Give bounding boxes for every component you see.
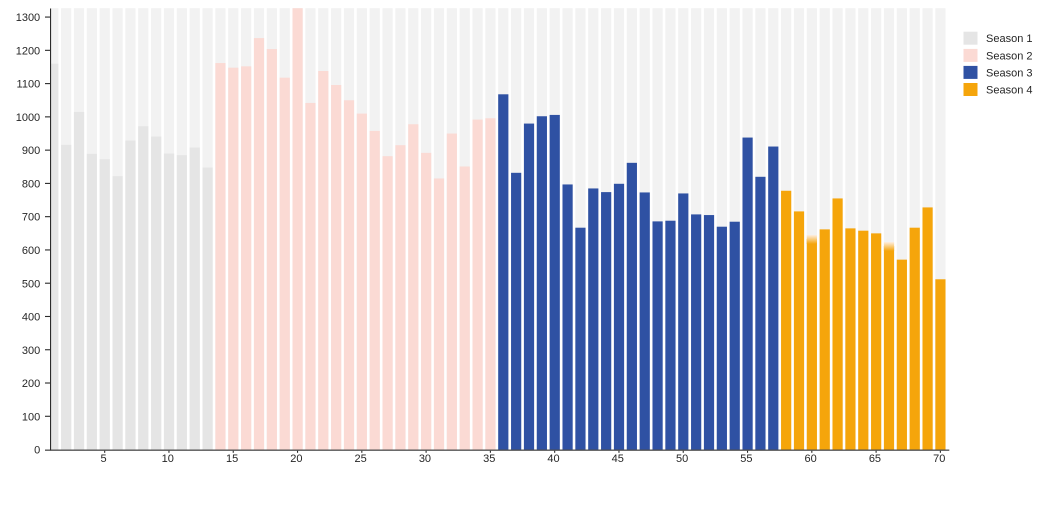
svg-text:20: 20 xyxy=(290,453,302,465)
svg-text:200: 200 xyxy=(22,378,40,390)
svg-text:45: 45 xyxy=(612,453,624,465)
svg-text:35: 35 xyxy=(483,453,495,465)
svg-text:25: 25 xyxy=(355,453,367,465)
svg-text:0: 0 xyxy=(34,445,40,457)
svg-text:55: 55 xyxy=(740,453,752,465)
svg-text:Season 3: Season 3 xyxy=(986,67,1032,79)
svg-text:1000: 1000 xyxy=(16,112,40,124)
svg-text:800: 800 xyxy=(22,178,40,190)
svg-text:Season 4: Season 4 xyxy=(986,85,1032,97)
svg-text:100: 100 xyxy=(22,411,40,423)
svg-text:10: 10 xyxy=(162,453,174,465)
svg-text:65: 65 xyxy=(869,453,881,465)
svg-text:500: 500 xyxy=(22,278,40,290)
svg-text:1100: 1100 xyxy=(17,79,41,91)
svg-text:1300: 1300 xyxy=(16,12,40,24)
svg-text:300: 300 xyxy=(22,345,40,357)
svg-text:5: 5 xyxy=(100,453,106,465)
svg-text:70: 70 xyxy=(933,453,945,465)
svg-text:1200: 1200 xyxy=(16,45,40,57)
svg-text:400: 400 xyxy=(22,312,40,324)
svg-text:900: 900 xyxy=(22,145,40,157)
svg-text:Season 1: Season 1 xyxy=(986,33,1032,45)
svg-text:Season 2: Season 2 xyxy=(986,50,1032,62)
svg-text:40: 40 xyxy=(547,453,559,465)
svg-text:600: 600 xyxy=(22,245,40,257)
svg-text:15: 15 xyxy=(226,453,238,465)
svg-text:30: 30 xyxy=(419,453,431,465)
svg-text:60: 60 xyxy=(805,453,817,465)
svg-text:50: 50 xyxy=(676,453,688,465)
svg-text:700: 700 xyxy=(22,212,40,224)
